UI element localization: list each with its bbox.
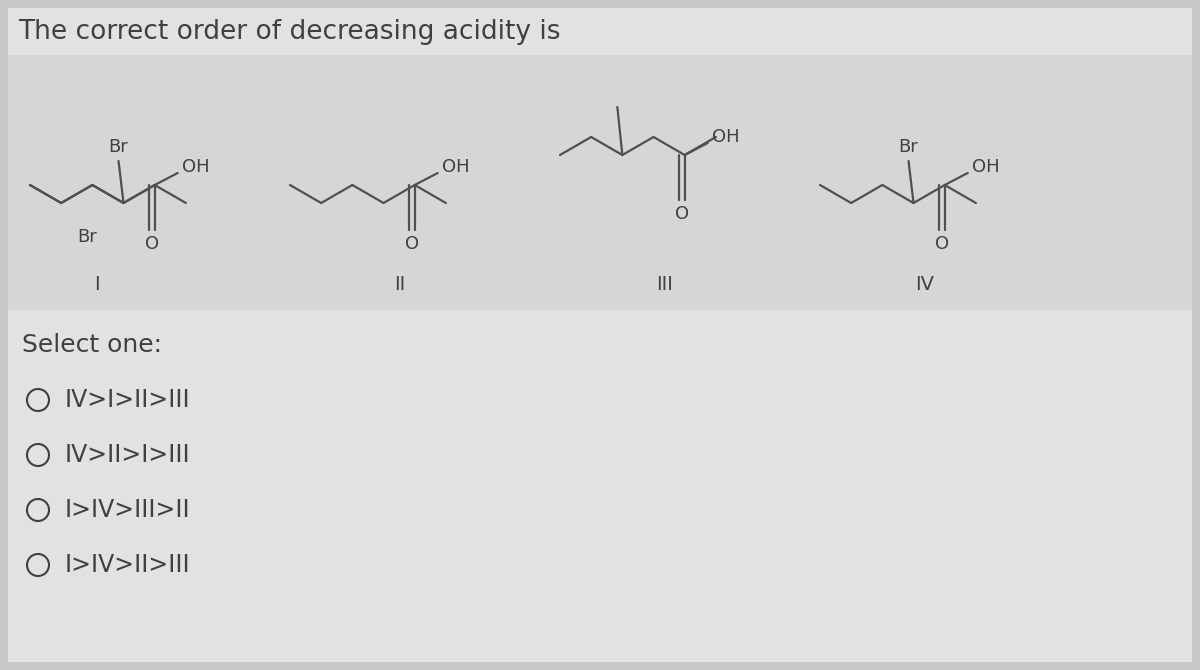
Text: I: I (95, 275, 100, 295)
Text: II: II (394, 275, 406, 295)
FancyBboxPatch shape (8, 8, 1192, 662)
Text: O: O (404, 235, 419, 253)
Text: I>IV>III>II: I>IV>III>II (65, 498, 191, 522)
Text: Select one:: Select one: (22, 333, 162, 357)
Text: O: O (145, 235, 158, 253)
Text: Br: Br (78, 228, 97, 246)
Text: OH: OH (972, 158, 1000, 176)
Text: IV>II>I>III: IV>II>I>III (65, 443, 191, 467)
Text: Br: Br (109, 138, 128, 156)
Text: Br: Br (899, 138, 918, 156)
Text: O: O (935, 235, 949, 253)
Text: III: III (656, 275, 673, 295)
Text: OH: OH (712, 128, 739, 146)
Text: OH: OH (182, 158, 210, 176)
Text: O: O (674, 205, 689, 223)
Text: I>IV>II>III: I>IV>II>III (65, 553, 191, 577)
FancyBboxPatch shape (8, 55, 1192, 310)
Text: The correct order of decreasing acidity is: The correct order of decreasing acidity … (18, 19, 560, 45)
Text: OH: OH (442, 158, 469, 176)
Text: IV: IV (916, 275, 935, 295)
Text: IV>I>II>III: IV>I>II>III (65, 388, 191, 412)
